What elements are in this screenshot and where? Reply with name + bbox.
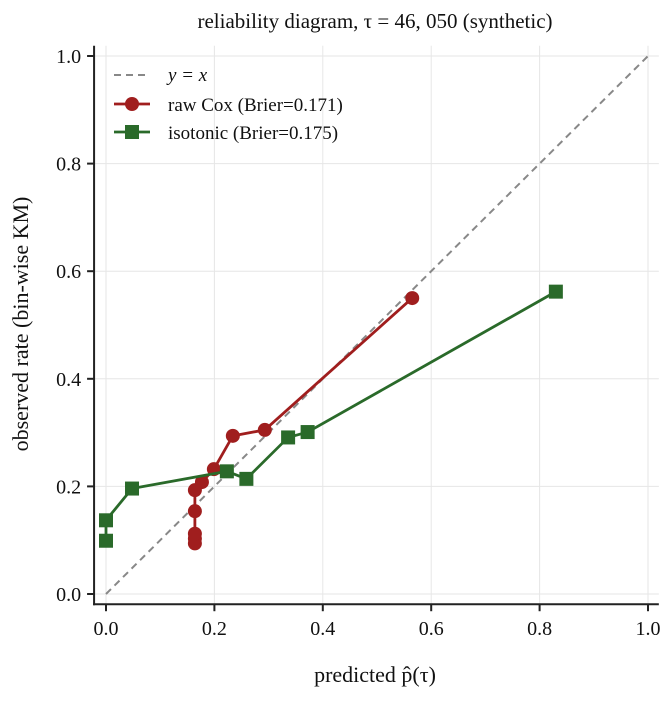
y-tick-label: 0.2 xyxy=(56,476,81,498)
data-point xyxy=(281,430,296,445)
y-tick-label: 0.4 xyxy=(56,369,81,391)
x-tick-label: 0.2 xyxy=(202,618,227,640)
legend-swatch-marker xyxy=(125,125,139,139)
legend-swatch-marker xyxy=(125,97,139,111)
legend: y = x raw Cox (Brier=0.171) isotonic (Brie… xyxy=(114,65,343,144)
axes: 0.0 0.2 0.4 0.6 0.8 1.0 0.0 0.2 0.4 0.6 0.8 1.0 xyxy=(56,45,661,640)
data-point xyxy=(194,475,209,490)
series-square xyxy=(99,284,563,548)
legend-label: isotonic (Brier=0.175) xyxy=(168,123,338,144)
data-point xyxy=(300,425,315,440)
identity-line xyxy=(105,55,649,595)
legend-label-reference: y = x xyxy=(166,65,208,86)
data-point xyxy=(548,284,563,299)
y-tick-label: 0.8 xyxy=(56,154,81,176)
series-line xyxy=(104,290,557,541)
series-layer xyxy=(99,284,563,551)
x-tick-label: 0.6 xyxy=(419,618,444,640)
y-axis-label: observed rate (bin-wise KM) xyxy=(8,197,33,452)
data-point xyxy=(257,422,272,437)
grid xyxy=(94,45,659,605)
data-point xyxy=(239,471,254,486)
y-tick-label: 0.0 xyxy=(56,584,81,606)
x-tick-label: 0.4 xyxy=(310,618,335,640)
reference-line xyxy=(105,55,649,595)
legend-label: raw Cox (Brier=0.171) xyxy=(168,95,343,116)
data-point xyxy=(99,533,113,548)
data-point xyxy=(405,291,420,306)
series-line xyxy=(193,297,414,544)
series-circle xyxy=(187,291,420,551)
data-point xyxy=(99,513,113,528)
data-point xyxy=(225,428,240,443)
x-axis-label: predicted p̂(τ) xyxy=(314,662,436,687)
x-tick-label: 0.0 xyxy=(94,618,119,640)
data-point xyxy=(187,526,202,541)
x-tick-label: 0.8 xyxy=(527,618,552,640)
y-tick-label: 1.0 xyxy=(56,46,81,68)
x-tick-label: 1.0 xyxy=(636,618,661,640)
chart-title: reliability diagram, τ = 46, 050 (synthe… xyxy=(197,9,552,33)
data-point xyxy=(125,481,140,496)
data-point xyxy=(187,504,202,519)
data-point xyxy=(219,464,234,479)
y-tick-label: 0.6 xyxy=(56,261,81,283)
